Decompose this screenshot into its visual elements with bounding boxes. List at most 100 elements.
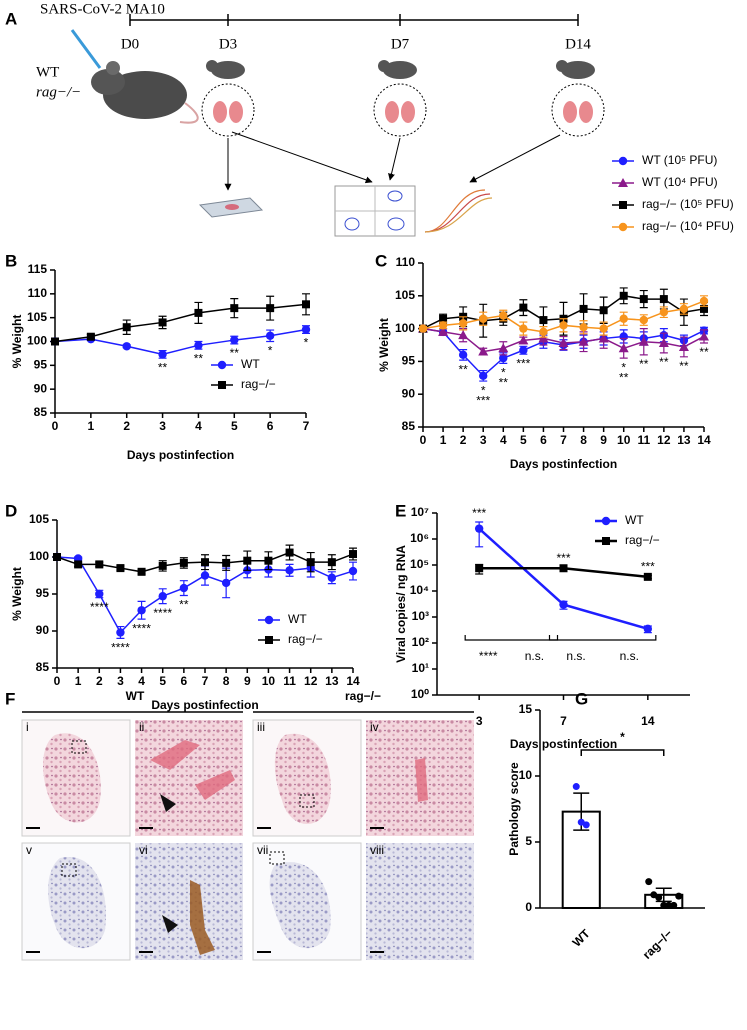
legend-marker [217, 360, 227, 370]
x-tick-label: 1 [88, 419, 95, 433]
marker [137, 606, 146, 615]
x-tick-label: 9 [600, 433, 607, 447]
marker [700, 304, 708, 313]
legend-marker [218, 381, 226, 389]
x-tick-label: 12 [657, 433, 671, 447]
timepoint: D14 [565, 36, 591, 52]
marker [538, 333, 549, 343]
y-axis-title: Pathology score [507, 762, 521, 856]
x-tick-label: 11 [283, 674, 296, 688]
y-tick-label: 95 [34, 358, 48, 372]
marker [116, 628, 125, 637]
zoom-box [299, 794, 315, 808]
subpanel-label: ii [139, 720, 144, 734]
y-tick-label: 85 [36, 660, 50, 674]
x-tick-label: 14 [641, 714, 655, 728]
panel-label: E [395, 501, 406, 520]
marker [137, 567, 146, 576]
subpanel-label: vi [139, 843, 148, 857]
marker [498, 343, 509, 353]
significance: * [501, 366, 506, 380]
x-tick-label: 7 [560, 433, 567, 447]
data-point [655, 893, 663, 901]
tissue-feature [150, 740, 235, 800]
series-line [54, 328, 307, 356]
infection-label: SARS-CoV-2 MA10 [40, 1, 165, 17]
micrograph [135, 843, 243, 960]
zoom-box [71, 740, 87, 754]
marker [302, 300, 310, 309]
legend-label: WT [288, 612, 307, 626]
scale-bars [26, 827, 384, 953]
error-bar [655, 887, 672, 903]
x-tick-label: 5 [520, 433, 527, 447]
bracket-label: n.s. [566, 649, 585, 663]
bracket-label: n.s. [525, 649, 544, 663]
significance: * [621, 360, 626, 374]
y-tick-label: 10⁶ [410, 531, 429, 545]
timepoint: D7 [391, 36, 410, 52]
significance: ** [458, 362, 468, 376]
marker [265, 331, 275, 340]
legend-marker [265, 636, 273, 644]
x-tick-label: 0 [54, 674, 61, 688]
significance: ** [158, 360, 168, 374]
marker [418, 324, 428, 333]
group-label: rag−/− [36, 84, 81, 100]
marker [519, 303, 528, 312]
legend-marker [619, 201, 627, 209]
data-point [582, 821, 590, 829]
marker [306, 558, 315, 567]
marker [679, 304, 689, 314]
marker [95, 560, 104, 569]
legend-label: rag−/− [625, 533, 660, 547]
x-tick-label: 1 [75, 674, 82, 688]
x-axis-title: Days postinfection [127, 448, 234, 462]
zoom-box [269, 851, 285, 865]
y-tick-label: 100 [395, 321, 415, 335]
x-tick-label: 7 [202, 674, 209, 688]
legend-label: rag−/− [288, 632, 323, 646]
y-tick-label: 105 [29, 512, 49, 526]
pcr-curves [424, 189, 493, 233]
marker [438, 326, 449, 336]
x-tick-label: 1 [440, 433, 447, 447]
marker [558, 338, 569, 348]
significance: ** [230, 346, 240, 360]
marker [578, 336, 589, 346]
x-tick-label: 9 [244, 674, 251, 688]
marker [699, 296, 709, 306]
marker [348, 566, 358, 576]
marker [599, 306, 608, 315]
marker [327, 558, 336, 567]
y-tick-label: 105 [395, 288, 415, 302]
marker [221, 578, 231, 588]
y-tick-label: 115 [28, 262, 48, 276]
marker [478, 346, 489, 356]
marker [158, 350, 167, 359]
marker [479, 314, 488, 323]
marker [51, 337, 59, 346]
marker [327, 573, 337, 582]
x-tick-label: rag−/− [640, 927, 675, 962]
lung-section [274, 733, 331, 824]
legend-marker [601, 516, 611, 526]
bracket [580, 749, 665, 756]
significance: * [268, 344, 273, 358]
y-tick-label: 105 [27, 310, 47, 324]
marker [599, 324, 608, 333]
y-tick-label: 85 [402, 419, 416, 433]
y-axis-title: Viral copies/ ng RNA [394, 545, 408, 663]
legend-marker [618, 178, 628, 187]
marker [458, 350, 468, 360]
bracket-label: **** [479, 649, 498, 663]
marker [598, 333, 609, 343]
marker [519, 346, 528, 355]
y-tick-label: 10³ [412, 609, 429, 623]
x-tick-label: 6 [181, 674, 188, 688]
marker [122, 323, 131, 332]
marker [285, 566, 294, 575]
marker [659, 295, 668, 304]
marker [619, 314, 628, 323]
zoom-box [61, 863, 77, 877]
